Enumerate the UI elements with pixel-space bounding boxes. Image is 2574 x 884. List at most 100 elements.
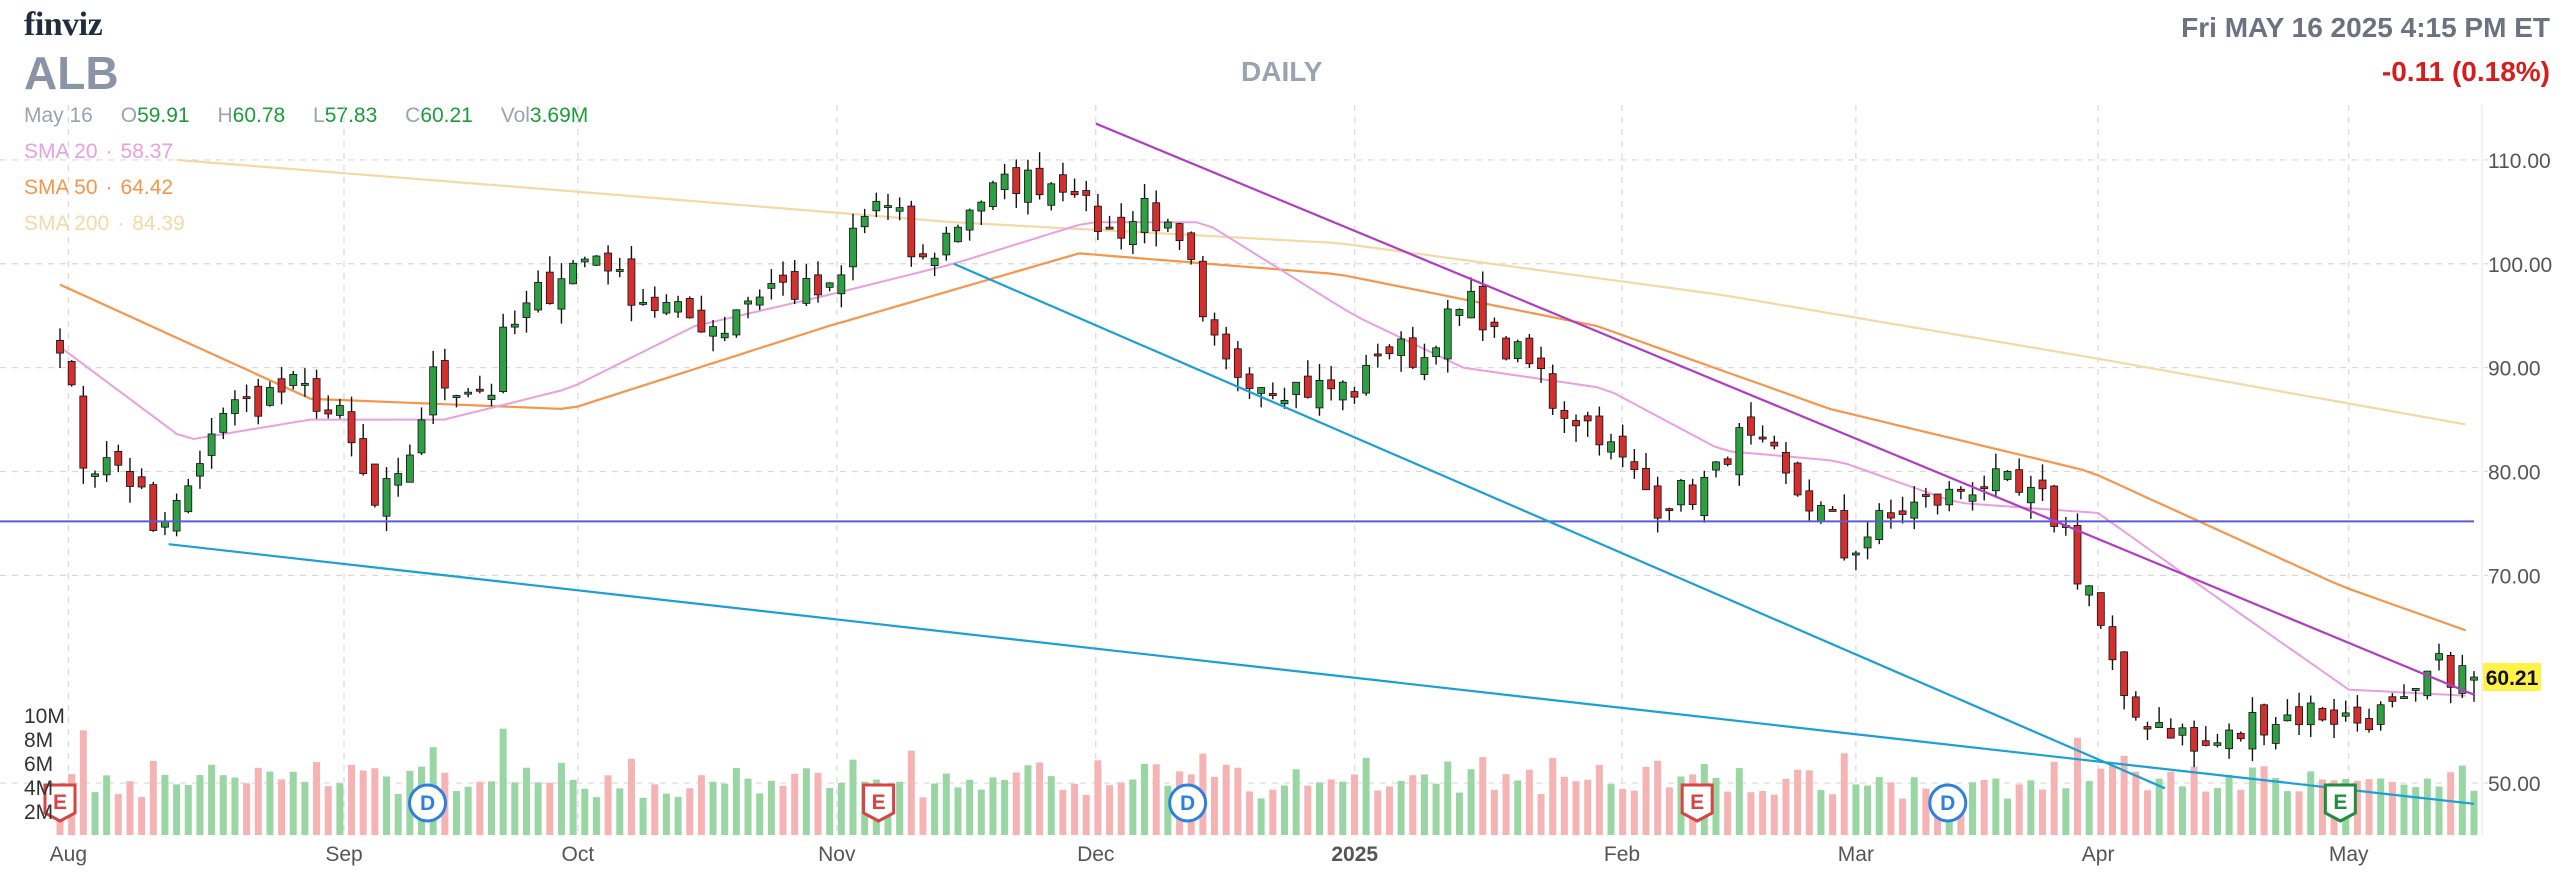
candle-down	[1082, 190, 1091, 196]
volume-bar	[278, 779, 286, 835]
volume-tick-label: 2M	[24, 801, 53, 824]
candle-down	[2446, 655, 2455, 688]
candle-down	[67, 361, 76, 386]
candle-up	[942, 232, 951, 256]
sma20-value: 58.37	[120, 140, 174, 163]
volume-bar	[348, 764, 356, 835]
volume-bar	[2377, 778, 2385, 835]
volume-bar	[1782, 778, 1790, 835]
sma20-legend[interactable]: SMA 20 · 58.37	[24, 140, 174, 163]
candle-down	[2073, 525, 2082, 585]
volume-bar	[1385, 786, 1393, 835]
candle-down	[1350, 391, 1359, 398]
candle-up	[102, 457, 111, 476]
volume-bar	[2015, 784, 2023, 835]
volume-bar	[208, 764, 216, 835]
candle-down	[1502, 337, 1510, 360]
volume-bar	[791, 773, 799, 835]
sma200-line	[176, 158, 2466, 426]
volume-bar	[767, 780, 775, 835]
volume-bar	[1922, 788, 1930, 835]
volume-bar	[942, 773, 950, 835]
volume-bar	[1502, 774, 1510, 835]
volume-bar	[1840, 753, 1848, 835]
candle-up	[1712, 461, 1720, 471]
ohlc-date: May 16	[24, 104, 93, 127]
candle-down	[650, 296, 659, 311]
volume-bar	[1910, 777, 1918, 835]
volume-bar	[2248, 767, 2256, 835]
open-value: 59.91	[137, 104, 190, 127]
candle-up	[825, 282, 834, 288]
volume-bar	[954, 787, 962, 835]
volume-bar	[383, 776, 391, 835]
volume-bar	[1724, 791, 1732, 835]
volume-bar	[254, 767, 262, 835]
volume-bar	[779, 785, 787, 835]
close-label: C	[405, 104, 421, 127]
volume-bar	[1141, 763, 1149, 835]
earnings-marker[interactable]: E	[43, 783, 77, 823]
chart-drawings	[0, 122, 2475, 805]
volume-bar	[2388, 781, 2396, 835]
volume-bar	[499, 728, 507, 835]
chart-header: finviz ALB DAILY Fri MAY 16 2025 4:15 PM…	[0, 0, 2574, 235]
dividend-marker[interactable]: D	[1928, 783, 1968, 823]
volume-bar	[1094, 760, 1102, 835]
candle-down	[1245, 373, 1254, 389]
candle-down	[1548, 373, 1557, 409]
candle-up	[405, 454, 414, 483]
volume-bar	[2400, 784, 2408, 835]
candle-up	[487, 394, 496, 400]
month-tick-label: May	[2329, 843, 2369, 866]
month-tick-label: Sep	[325, 843, 362, 866]
earnings-marker[interactable]: E	[2323, 783, 2357, 823]
candle-up	[1047, 183, 1056, 206]
dividend-marker[interactable]: D	[1168, 783, 1208, 823]
candle-up	[744, 300, 752, 305]
earnings-marker[interactable]: E	[1680, 783, 1714, 823]
volume-bar	[2120, 755, 2128, 835]
candle-down	[2108, 626, 2117, 661]
volume-bar	[1514, 780, 1522, 835]
candle-up	[1338, 381, 1347, 401]
candle-up	[872, 200, 881, 212]
price-tick-label: 110.00	[2488, 150, 2551, 173]
candle-up	[1257, 387, 1266, 394]
volume-bar	[732, 767, 740, 835]
candle-up	[2411, 688, 2420, 691]
earnings-marker[interactable]: E	[862, 783, 896, 823]
volume-bar	[1642, 766, 1650, 835]
sma50-legend[interactable]: SMA 50 · 64.42	[24, 176, 174, 199]
candle-down	[1747, 416, 1755, 436]
candle-down	[919, 253, 927, 258]
candle-down	[1688, 484, 1697, 505]
candle-up	[557, 278, 566, 310]
volume-bar	[966, 779, 974, 835]
volume-bar	[173, 784, 181, 835]
candle-up	[989, 182, 997, 208]
volume-bar	[581, 788, 589, 835]
candle-up	[1945, 488, 1954, 506]
volume-bar	[1560, 776, 1568, 835]
candle-down	[2236, 732, 2245, 740]
candle-down	[1828, 509, 1837, 512]
candle-up	[300, 382, 309, 386]
volume-bar	[2272, 778, 2280, 835]
dividend-marker-shape	[1168, 783, 1208, 823]
volume-bar	[1350, 774, 1358, 835]
volume-bar	[2307, 771, 2315, 835]
candle-up	[1700, 476, 1709, 517]
candle-up	[184, 485, 193, 513]
low-label: L	[313, 104, 325, 127]
volume-tick-label: 10M	[24, 705, 65, 728]
candle-down	[1268, 393, 1277, 396]
dividend-marker[interactable]: D	[408, 783, 448, 823]
month-tick-label: Mar	[1838, 843, 1874, 866]
volume-bar	[2423, 778, 2431, 835]
sma200-legend[interactable]: SMA 200 · 84.39	[24, 212, 185, 235]
volume-bar	[1234, 767, 1242, 835]
candle-down	[2050, 485, 2059, 527]
finviz-logo[interactable]: finviz	[24, 6, 103, 43]
